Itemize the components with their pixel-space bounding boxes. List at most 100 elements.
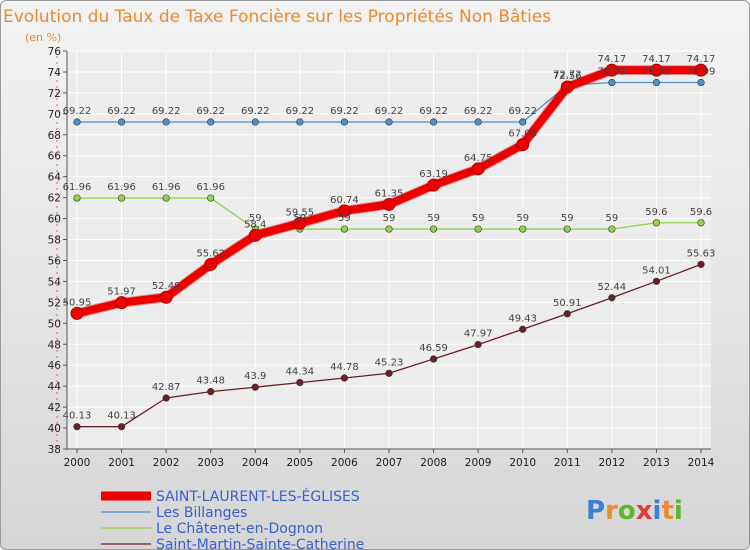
y-tick-label: 74: [48, 67, 62, 79]
x-tick-label: 2004: [242, 457, 269, 469]
data-point: [429, 118, 438, 126]
data-label: 49.43: [508, 313, 537, 324]
data-point: [117, 423, 126, 431]
data-point: [652, 277, 661, 285]
y-tick-label: 64: [48, 172, 62, 184]
data-point: [474, 225, 482, 233]
data-point: [429, 355, 438, 363]
data-point: [516, 138, 530, 152]
data-label: 59: [561, 213, 574, 224]
x-tick-label: 2000: [64, 457, 91, 469]
y-tick-label: 38: [48, 444, 61, 456]
y-tick-label: 50: [48, 318, 61, 330]
data-point: [70, 306, 84, 320]
x-tick-label: 2002: [153, 457, 180, 469]
data-label: 54.01: [642, 265, 671, 276]
data-label: 69.22: [107, 106, 136, 117]
data-label: 74.17: [598, 54, 627, 65]
data-label: 69.22: [286, 106, 315, 117]
x-tick-label: 2014: [688, 457, 715, 469]
data-point: [207, 194, 215, 202]
axes: 38 40 42 44 46 48 50 52 54 56 58 60 62 64 66 68 70 72 74 76…: [48, 46, 715, 469]
data-label: 67.06: [508, 129, 537, 140]
data-label: 43.48: [196, 376, 225, 387]
x-tick-label: 2007: [376, 457, 403, 469]
data-point: [563, 225, 571, 233]
logo-letter: t: [661, 496, 673, 526]
x-tick-label: 2009: [465, 457, 492, 469]
data-label: 64.75: [464, 153, 493, 164]
data-label: 59: [338, 213, 351, 224]
data-label: 69.22: [196, 106, 225, 117]
data-point: [340, 225, 349, 233]
data-point: [162, 394, 170, 402]
y-tick-label: 52: [48, 297, 61, 309]
proxiti-logo: Proxiti: [586, 496, 683, 526]
data-point: [694, 63, 708, 77]
data-label: 55.63: [687, 248, 716, 259]
data-label: 61.96: [152, 182, 181, 193]
y-tick-label: 46: [48, 360, 62, 372]
data-point: [340, 374, 349, 382]
data-point: [652, 219, 661, 227]
y-tick-label: 42: [48, 402, 61, 414]
data-label: 60.74: [330, 195, 359, 206]
data-label: 61.96: [63, 182, 92, 193]
data-label: 61.96: [107, 182, 136, 193]
data-label: 69.22: [419, 106, 448, 117]
y-tick-label: 56: [48, 255, 62, 267]
y-tick-label: 76: [48, 46, 62, 58]
data-point: [519, 225, 527, 233]
chart-title: Evolution du Taux de Taxe Foncière sur l…: [3, 7, 551, 27]
data-label: 59: [472, 213, 485, 224]
data-label: 59: [383, 213, 396, 224]
data-label: 58.4: [244, 219, 266, 230]
y-tick-label: 62: [48, 193, 61, 205]
data-label: 50.91: [553, 298, 582, 309]
data-labels: 50.95 51.97 52.49 55.62 58.4 59.55 60.74 61.35 6…: [63, 54, 716, 422]
data-label: 40.13: [63, 411, 92, 422]
data-label: 69.22: [241, 106, 270, 117]
data-point: [474, 118, 482, 126]
data-point: [608, 294, 616, 302]
data-label: 69.22: [330, 106, 359, 117]
x-tick-label: 2011: [554, 457, 581, 469]
data-label: 59.6: [645, 207, 667, 218]
data-label: 44.34: [286, 367, 315, 378]
data-label: 52.44: [598, 282, 627, 293]
legend-label: Les Billanges: [156, 505, 247, 521]
data-point: [519, 118, 527, 126]
data-label: 59.55: [286, 207, 315, 218]
series-group: [70, 63, 708, 431]
data-point: [162, 118, 170, 126]
gridlines: [67, 50, 711, 450]
data-point: [117, 194, 126, 202]
data-point: [560, 80, 574, 94]
data-label: 59: [249, 213, 262, 224]
data-label: 72.56: [553, 71, 582, 82]
data-point: [162, 194, 170, 202]
data-point: [159, 290, 173, 304]
data-point: [563, 310, 571, 318]
data-point: [296, 118, 304, 126]
y-tick-label: 44: [48, 381, 62, 393]
data-point: [248, 228, 262, 242]
y-tick-label: 54: [48, 276, 62, 288]
data-label: 45.23: [375, 357, 404, 368]
data-label: 44.78: [330, 362, 359, 373]
data-label: 69.22: [63, 106, 92, 117]
x-tick-label: 2005: [286, 457, 313, 469]
data-point: [73, 194, 81, 202]
data-point: [385, 225, 393, 233]
data-point: [608, 225, 616, 233]
data-point: [474, 340, 482, 349]
data-point: [73, 423, 81, 431]
data-point: [207, 388, 215, 396]
data-label: 63.19: [419, 169, 448, 180]
data-label: 61.35: [375, 188, 404, 199]
x-tick-label: 2006: [331, 457, 358, 469]
x-tick-label: 2013: [643, 457, 670, 469]
data-point: [73, 118, 81, 126]
